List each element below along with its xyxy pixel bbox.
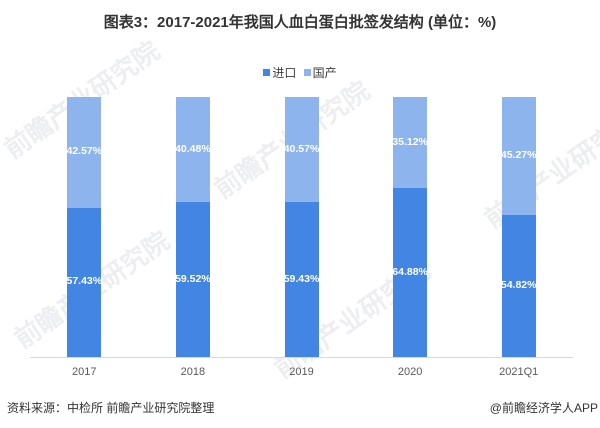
bar-2017[interactable]: 42.57% 57.43%	[66, 97, 103, 357]
legend-swatch-import-icon	[263, 69, 271, 76]
data-label: 42.57%	[66, 145, 103, 158]
bar-2021Q1[interactable]: 45.27% 54.82%	[500, 97, 537, 357]
legend-label-domestic: 国产	[312, 66, 337, 80]
credit-note: @前瞻经济学人APP	[489, 401, 598, 415]
legend-label-import: 进口	[272, 66, 297, 80]
bar-segment-import[interactable]: 59.43%	[283, 202, 320, 357]
x-tick-label: 2017	[72, 366, 97, 378]
bar-segment-domestic[interactable]: 40.48%	[175, 97, 211, 203]
data-label: 59.43%	[283, 272, 320, 285]
bar-segment-import[interactable]: 59.52%	[175, 202, 211, 357]
data-label: 40.48%	[175, 142, 211, 155]
bar-2018[interactable]: 40.48% 59.52%	[175, 97, 211, 357]
legend-item-domestic[interactable]: 国产	[303, 64, 337, 81]
bar-2020[interactable]: 35.12% 64.88%	[392, 97, 428, 357]
data-label: 54.82%	[500, 278, 537, 291]
bar-segment-import[interactable]: 64.88%	[392, 188, 428, 357]
bar-segment-domestic[interactable]: 35.12%	[392, 97, 428, 189]
bar-segment-import[interactable]: 57.43%	[66, 207, 103, 357]
x-tick-label: 2021Q1	[499, 366, 539, 378]
data-label: 35.12%	[392, 135, 428, 148]
source-note: 资料来源：中检所 前瞻产业研究院整理	[7, 401, 215, 415]
legend-swatch-domestic-icon	[303, 69, 311, 76]
chart-title: 图表3：2017-2021年我国人血白蛋白批签发结构 (单位：%)	[103, 14, 497, 31]
data-label: 59.52%	[175, 272, 211, 285]
x-tick-label: 2020	[397, 366, 423, 378]
bar-segment-domestic[interactable]: 40.57%	[283, 97, 320, 203]
data-label: 57.43%	[66, 275, 103, 288]
bar-segment-domestic[interactable]: 45.27%	[500, 97, 537, 215]
x-axis-line	[30, 357, 573, 358]
bar-segment-import[interactable]: 54.82%	[500, 214, 537, 357]
data-label: 45.27%	[500, 148, 537, 161]
data-label: 40.57%	[283, 142, 320, 155]
bar-2019[interactable]: 40.57% 59.43%	[283, 97, 320, 357]
data-label: 64.88%	[392, 265, 428, 278]
x-tick-label: 2018	[180, 366, 206, 378]
legend: 进口 国产	[0, 64, 600, 81]
x-tick-label: 2019	[289, 366, 314, 378]
plot-area: 42.57% 57.43% 40.48% 59.52% 40.57% 59.43% 35.1…	[30, 97, 573, 357]
bar-segment-domestic[interactable]: 42.57%	[66, 97, 103, 208]
legend-item-import[interactable]: 进口	[263, 64, 296, 81]
